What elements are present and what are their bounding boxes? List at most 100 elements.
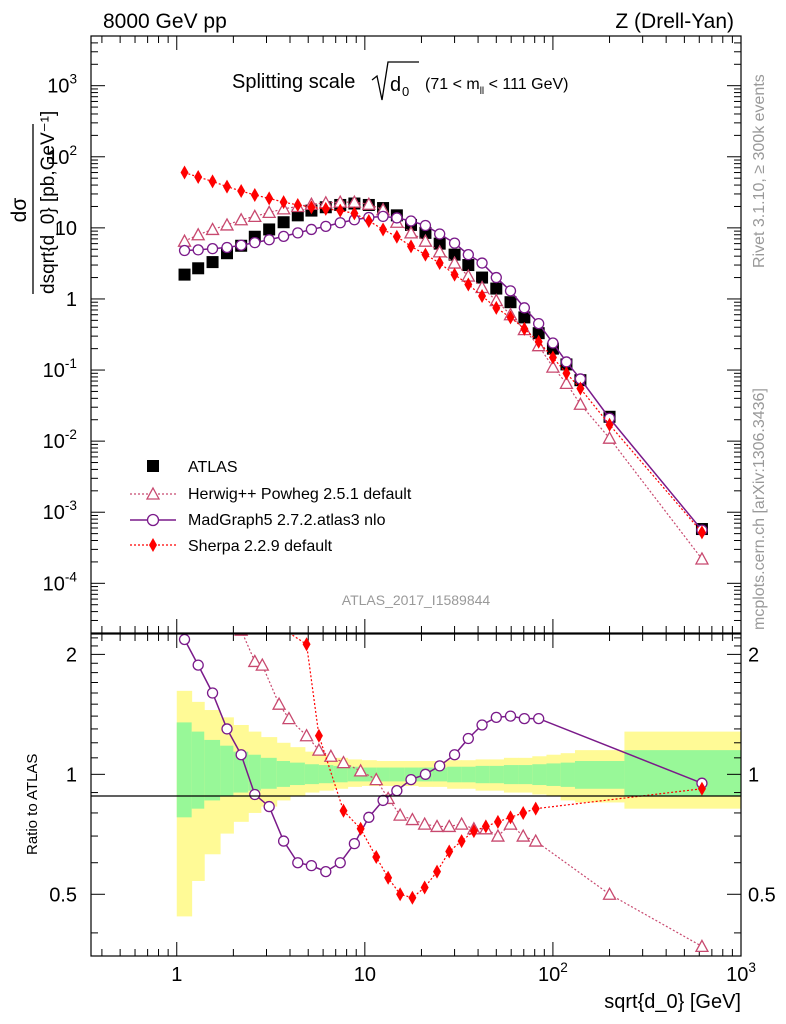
ratio-point-madgraph <box>277 835 290 847</box>
main-point-madgraph <box>249 236 261 249</box>
legend-marker-square <box>147 460 159 472</box>
main-point-madgraph <box>448 237 461 249</box>
main-series-group <box>177 165 710 565</box>
main-point-herwig <box>545 359 561 373</box>
ylabel-numerator: dσ <box>8 198 31 223</box>
main-y-tick-label: 10-3 <box>43 498 77 524</box>
ratio-line-sherpa <box>289 634 703 899</box>
main-point-madgraph <box>547 337 559 349</box>
main-point-madgraph <box>320 220 332 233</box>
main-point-atlas <box>462 259 475 272</box>
main-point-madgraph <box>221 241 233 254</box>
chart-title-text: Splitting scale <box>232 71 355 93</box>
ratio-point-herwig <box>516 828 531 842</box>
ratio-band-inner <box>204 739 221 801</box>
ratio-point-sherpa <box>519 805 528 820</box>
ratio-point-madgraph <box>434 760 446 772</box>
ratio-point-herwig <box>281 711 297 725</box>
main-point-madgraph <box>263 234 275 246</box>
main-point-sherpa <box>194 169 203 184</box>
ratio-point-herwig <box>336 755 351 769</box>
main-point-sherpa <box>562 366 571 381</box>
main-point-sherpa <box>364 213 373 228</box>
ratio-point-madgraph <box>192 659 204 671</box>
ratio-band-inner <box>248 754 262 791</box>
main-point-atlas <box>433 237 446 250</box>
main-point-madgraph <box>560 356 573 368</box>
ratio-y-tick-label: 1 <box>66 764 77 786</box>
main-point-herwig <box>262 205 277 219</box>
main-point-madgraph <box>277 230 290 242</box>
main-point-herwig <box>559 375 574 389</box>
legend-label-sherpa: Sherpa 2.2.9 default <box>188 538 333 555</box>
ratio-point-herwig <box>369 772 384 786</box>
main-point-sherpa <box>520 321 529 336</box>
main-point-madgraph <box>490 271 502 284</box>
main-point-sherpa <box>435 256 444 271</box>
ratio-point-madgraph <box>221 723 233 735</box>
main-point-sherpa <box>237 184 246 199</box>
main-point-atlas <box>448 248 461 261</box>
ratio-plot-frame <box>90 633 742 957</box>
main-point-sherpa <box>392 229 401 244</box>
main-point-madgraph <box>476 257 488 269</box>
main-point-atlas <box>490 282 503 295</box>
legend-entry-madgraph: MadGraph5 2.7.2.atlas3 nlo <box>130 512 386 529</box>
main-point-madgraph <box>235 239 247 251</box>
ratio-band-inner <box>461 766 477 783</box>
ratio-point-herwig <box>353 763 368 777</box>
ratio-point-herwig <box>247 654 262 668</box>
ratio-point-madgraph <box>462 732 474 745</box>
ratio-band-inner <box>532 764 547 786</box>
main-point-atlas <box>206 256 219 269</box>
main-point-herwig <box>602 430 617 444</box>
main-point-sherpa <box>250 187 259 202</box>
main-point-madgraph <box>533 317 545 330</box>
main-point-sherpa <box>492 300 501 315</box>
legend-marker-circle <box>146 513 160 527</box>
ratio-point-sherpa <box>493 814 502 829</box>
ratio-point-sherpa <box>531 801 540 816</box>
main-point-herwig <box>205 222 220 236</box>
main-point-herwig <box>403 225 419 239</box>
main-point-sherpa <box>534 334 543 349</box>
legend: ATLAS Herwig++ Powheg 2.5.1 default MadG… <box>130 459 412 555</box>
chart-title-symbol: d <box>390 74 401 96</box>
ratio-point-herwig <box>528 833 543 847</box>
main-point-sherpa <box>208 174 217 189</box>
main-point-atlas <box>192 262 205 275</box>
main-point-madgraph <box>292 227 304 239</box>
rivet-annotation: Rivet 3.1.10, ≥ 300k events <box>751 74 768 268</box>
main-y-tick-labels: 10-4 10-3 10-2 10-1 1 10 102 103 <box>43 72 78 596</box>
ylabel-denominator: dsqrt{d_0} [pb,GeV⁻¹] <box>38 111 59 294</box>
main-point-sherpa <box>605 417 614 432</box>
main-point-herwig <box>219 217 235 231</box>
main-point-sherpa <box>697 525 706 540</box>
chart-title-range: (71 < mll < 111 GeV) <box>425 76 568 97</box>
main-point-sherpa <box>265 191 274 206</box>
main-point-madgraph <box>178 244 191 257</box>
main-point-atlas <box>532 327 545 340</box>
x-tick-label: 10 <box>354 964 376 986</box>
ratio-point-herwig <box>694 939 710 953</box>
legend-entry-herwig: Herwig++ Powheg 2.5.1 default <box>130 486 412 503</box>
main-point-madgraph <box>391 212 403 224</box>
main-point-madgraph <box>434 228 446 240</box>
ratio-point-sherpa <box>457 834 466 849</box>
ratio-band-inner <box>546 763 562 786</box>
ratio-point-sherpa <box>302 637 311 652</box>
ratio-band-inner <box>289 762 306 786</box>
ratio-point-herwig <box>393 807 408 821</box>
main-point-herwig <box>573 396 588 410</box>
ratio-point-madgraph <box>249 788 261 801</box>
ratio-point-madgraph <box>178 634 191 646</box>
ratio-point-madgraph <box>334 857 346 869</box>
ratio-band-inner <box>447 766 462 783</box>
ratio-point-madgraph <box>292 857 304 869</box>
main-point-atlas <box>504 296 517 309</box>
ratio-point-sherpa <box>314 728 323 743</box>
main-point-atlas <box>263 223 276 236</box>
main-point-madgraph <box>518 302 531 314</box>
legend-entry-atlas: ATLAS <box>147 459 238 476</box>
